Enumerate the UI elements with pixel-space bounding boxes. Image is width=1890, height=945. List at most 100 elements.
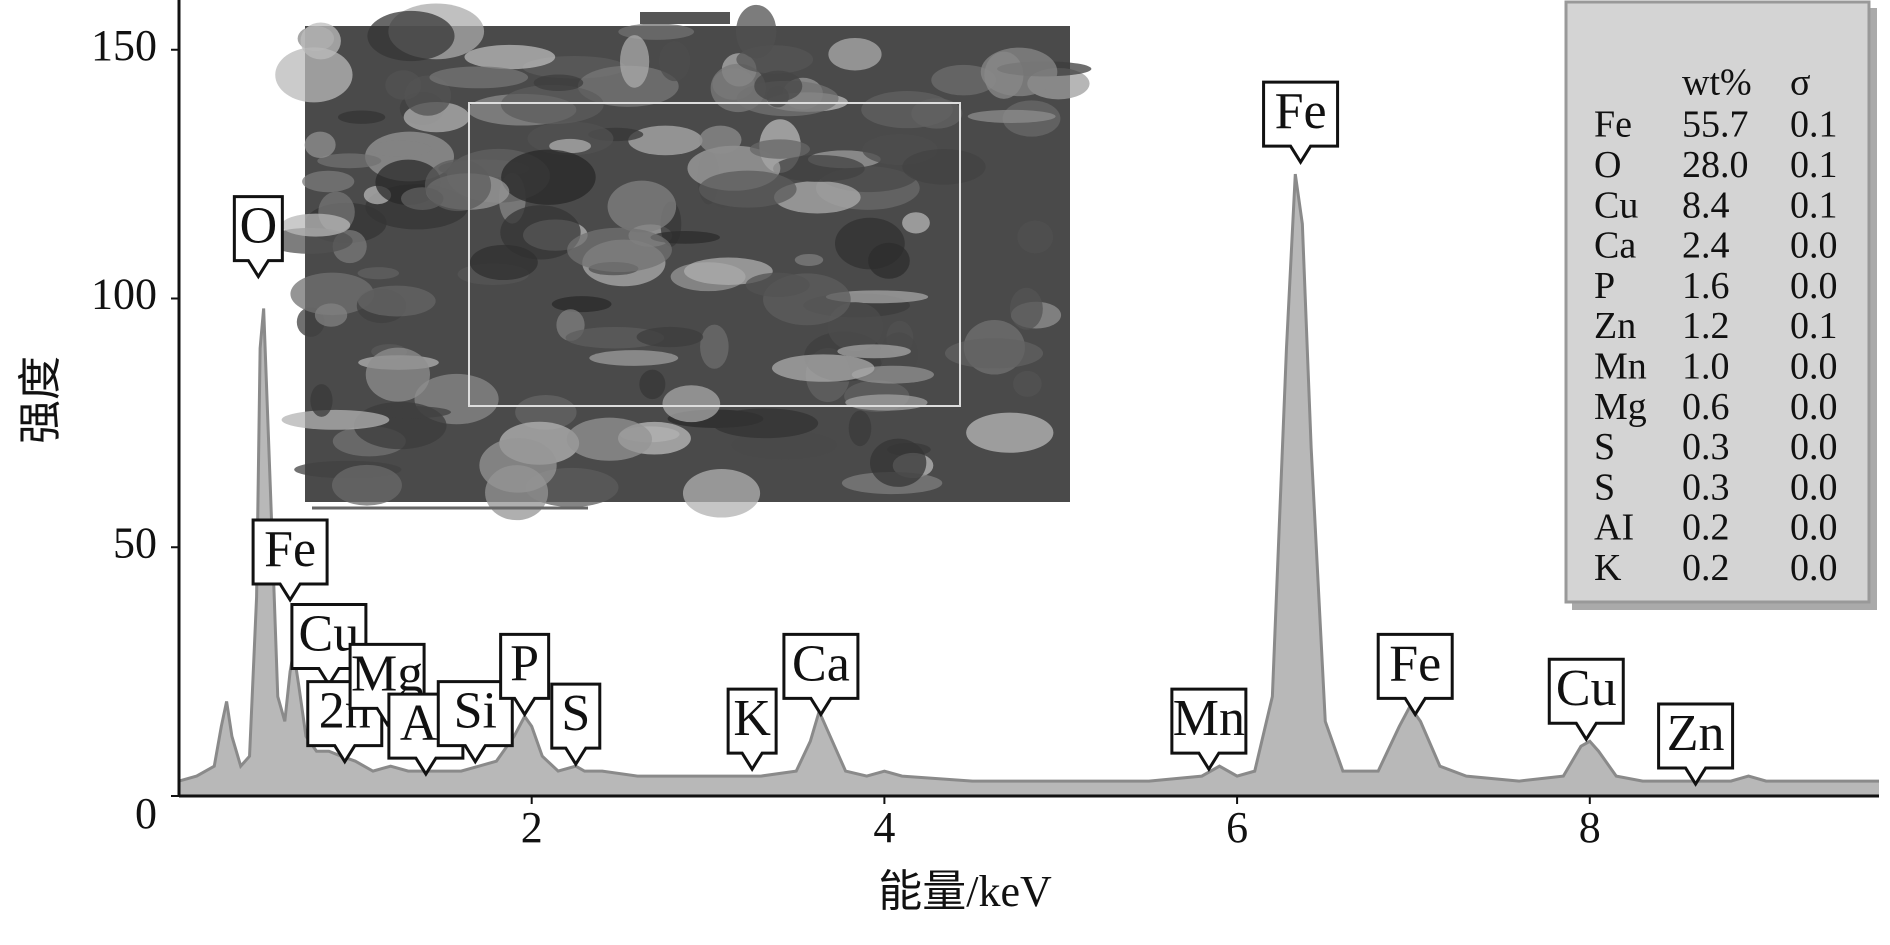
table-cell: S: [1594, 466, 1615, 508]
peak-label-text: Ca: [792, 635, 850, 692]
sem-grain: [700, 324, 729, 369]
sem-grain: [607, 180, 677, 233]
sem-grain: [735, 4, 777, 59]
sem-grain: [828, 37, 882, 71]
sem-grain: [1017, 220, 1054, 254]
table-cell: Mg: [1594, 386, 1647, 428]
table-cell: Cu: [1594, 184, 1638, 226]
table-cell: 0.1: [1790, 305, 1838, 347]
peak-label: Fe: [1376, 632, 1454, 718]
sem-grain: [967, 109, 1056, 123]
peak-callout: [499, 632, 551, 718]
peak-label: Si: [436, 680, 514, 765]
sem-grain: [485, 465, 549, 521]
peak-label-text: Si: [454, 683, 497, 740]
table-body: wt% σ Fe 55.7 0.1 O 28.0 0.1 Cu 8.4 0.1 Ca 2.4 0.0 P 1.…: [1594, 62, 1838, 589]
sem-grain: [368, 140, 432, 157]
y-tick-label: 100: [91, 270, 157, 319]
sem-grain: [662, 385, 721, 423]
table-cell: 0.1: [1790, 184, 1838, 226]
table-header: σ: [1790, 62, 1810, 104]
sem-grain: [628, 125, 703, 156]
table-cell: 0.0: [1790, 225, 1838, 267]
sem-grain: [698, 170, 797, 208]
table-cell: 1.2: [1682, 305, 1730, 347]
table-cell: 0.1: [1790, 144, 1838, 186]
table-cell: P: [1594, 265, 1615, 307]
peak-callout: [782, 632, 860, 718]
sem-frame: [468, 102, 961, 407]
sem-grain: [868, 242, 910, 279]
sem-grain: [464, 44, 556, 70]
peak-label: Mn: [1170, 687, 1248, 772]
sem-grain: [870, 438, 927, 487]
table-cell: 1.0: [1682, 346, 1730, 388]
table-cell: 0.3: [1682, 466, 1730, 508]
table-cell: 1.6: [1682, 265, 1730, 307]
sem-grain: [290, 272, 374, 316]
peak-label-text: Fe: [264, 521, 316, 578]
sem-grain: [515, 394, 577, 430]
table-cell: 0.3: [1682, 426, 1730, 468]
peak-label: O: [232, 195, 284, 280]
peak-label: Cu: [1547, 657, 1625, 743]
sem-grain: [357, 267, 400, 280]
x-tick-label: 8: [1579, 803, 1601, 852]
peak-callout: [726, 687, 778, 772]
sem-grain: [902, 212, 930, 234]
table-cell: 0.0: [1790, 265, 1838, 307]
peak-label-text: O: [240, 198, 278, 255]
table-cell: 0.2: [1682, 507, 1730, 549]
sem-grain: [773, 154, 865, 182]
sem-grain: [619, 35, 650, 88]
table-cell: 8.4: [1682, 184, 1730, 226]
sem-grain: [331, 464, 402, 506]
table-cell: 0.0: [1790, 507, 1838, 549]
sem-grain: [429, 66, 529, 89]
peak-label-text: Fe: [1389, 635, 1441, 692]
sem-grain: [337, 110, 386, 124]
sem-grain: [589, 350, 679, 366]
peak-label-text: Mn: [1173, 690, 1245, 747]
y-tick-label: 50: [113, 518, 157, 567]
peak-callout: [1262, 80, 1340, 166]
sem-grain: [275, 47, 353, 103]
sem-grain: [931, 64, 996, 96]
sem-grain: [551, 296, 612, 313]
sem-grain: [365, 347, 431, 402]
peak-label: Ca: [782, 632, 860, 718]
sem-grain: [658, 41, 691, 82]
sem-grain: [404, 75, 452, 116]
table-cell: 55.7: [1682, 104, 1749, 146]
peak-label: P: [499, 632, 551, 718]
peak-label-text: Fe: [1275, 83, 1327, 140]
table-cell: 2.4: [1682, 225, 1730, 267]
sem-grain: [469, 244, 538, 281]
sem-grain: [636, 326, 704, 348]
peak-label-text: K: [733, 690, 771, 747]
peak-label: Fe: [251, 518, 329, 603]
sem-grain: [577, 65, 679, 107]
sem-grain: [650, 231, 720, 244]
sem-grain: [549, 138, 592, 154]
table-cell: Ca: [1594, 225, 1636, 267]
table-header: wt%: [1682, 62, 1752, 104]
table-cell: 0.2: [1682, 547, 1730, 589]
peak-label: S: [550, 682, 602, 767]
peak-label-text: S: [561, 685, 590, 742]
table-cell: 0.0: [1790, 386, 1838, 428]
table-cell: 0.0: [1790, 346, 1838, 388]
sem-grain: [310, 384, 333, 417]
sem-grain: [567, 227, 672, 273]
sem-grain: [501, 149, 596, 205]
table-cell: S: [1594, 426, 1615, 468]
peak-label-text: Zn: [1667, 705, 1725, 762]
peak-callout: [550, 682, 602, 767]
sem-grain: [772, 354, 875, 382]
table-cell: O: [1594, 144, 1621, 186]
x-tick-label: 4: [873, 803, 895, 852]
sem-grain: [533, 74, 584, 91]
sem-grain: [424, 159, 492, 212]
table-cell: 0.6: [1682, 386, 1730, 428]
sem-grain: [281, 213, 351, 237]
